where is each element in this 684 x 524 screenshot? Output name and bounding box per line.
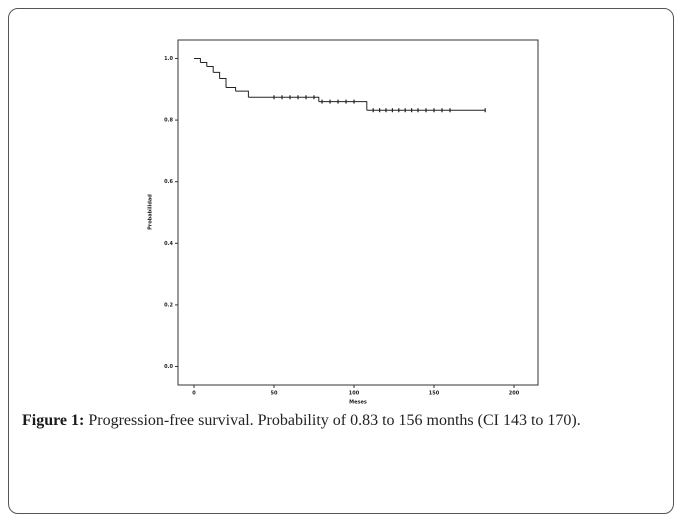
- x-tick-label: 50: [271, 391, 278, 397]
- y-tick-label: 0.4: [164, 241, 173, 247]
- y-tick-label: 0.0: [164, 364, 173, 370]
- x-tick-label: 150: [429, 391, 440, 397]
- caption-label: Figure 1:: [22, 412, 85, 429]
- survival-step: [235, 90, 249, 98]
- survival-step: [213, 71, 221, 79]
- y-tick-label: 0.8: [164, 118, 173, 124]
- survival-step: [200, 61, 208, 67]
- survival-step: [194, 57, 201, 63]
- caption-text: Progression-free survival. Probability o…: [88, 412, 581, 429]
- survival-step: [219, 78, 227, 88]
- plot-border: [177, 39, 539, 386]
- y-axis-label: Probabilidad: [148, 194, 154, 230]
- survival-step: [248, 96, 320, 102]
- caption: Figure 1: Progression-free survival. Pro…: [22, 408, 662, 433]
- x-tick-label: 200: [509, 391, 520, 397]
- x-tick-label: 0: [192, 391, 196, 397]
- x-tick-label: 100: [349, 391, 360, 397]
- y-tick-label: 1.0: [164, 56, 173, 62]
- y-tick-label: 0.6: [164, 179, 173, 185]
- x-axis-label: Meses: [349, 400, 367, 406]
- survival-step: [206, 65, 214, 73]
- figure-frame: [8, 8, 674, 514]
- y-tick-label: 0.2: [164, 302, 173, 308]
- survival-step: [226, 86, 237, 92]
- survival-step: [318, 101, 368, 111]
